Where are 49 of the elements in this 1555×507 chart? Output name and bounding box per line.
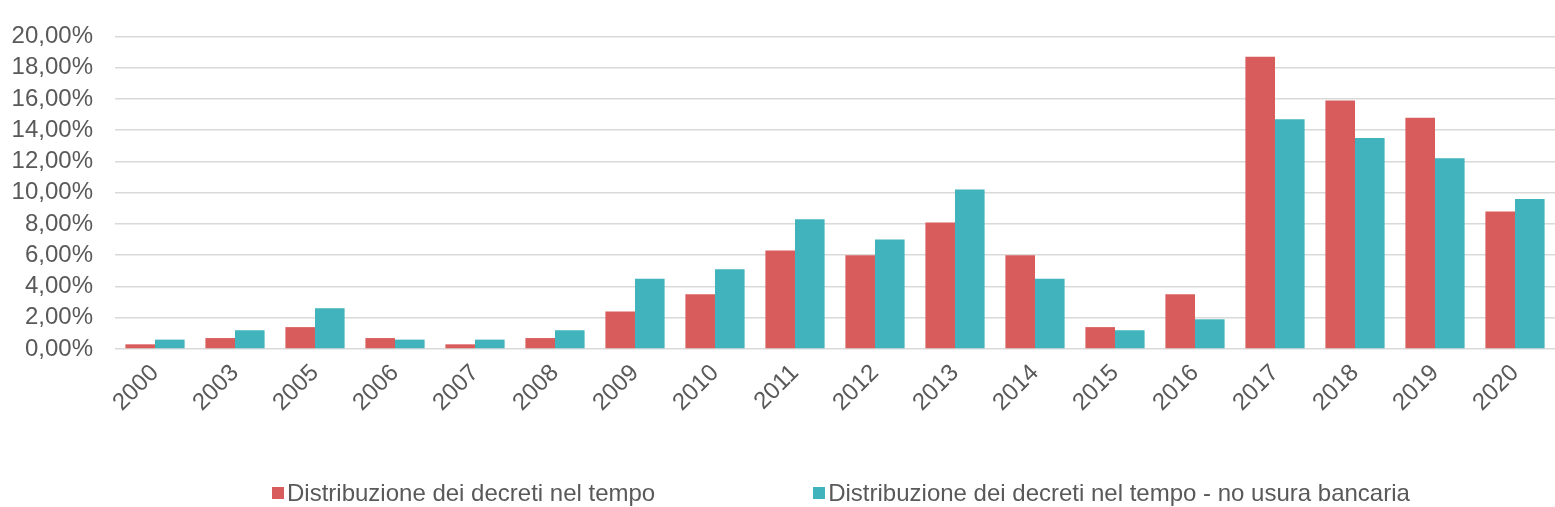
bar [1195,319,1225,349]
y-tick-label: 14,00% [11,114,93,142]
y-tick-label: 6,00% [24,239,93,267]
bar [155,339,185,349]
bar [1355,138,1385,349]
bar [445,344,475,349]
bar [1005,255,1035,349]
bar [715,269,745,349]
bar [315,308,345,349]
bar [525,338,555,349]
legend-label: Distribuzione dei decreti nel tempo - no usura bancaria [828,479,1410,507]
bar [765,250,795,349]
y-tick-label: 0,00% [24,333,93,361]
bar [605,311,635,349]
bar [1085,327,1115,349]
bar [955,189,985,349]
y-tick-label: 8,00% [24,208,93,236]
bar [1405,117,1435,349]
bar [1165,294,1195,349]
bar [205,338,235,349]
bar [1035,278,1065,349]
bar [285,327,315,349]
bar [1435,158,1465,349]
bar [125,344,155,349]
bar [235,330,265,349]
bar [685,294,715,349]
y-tick-label: 4,00% [24,271,93,299]
bar [925,222,955,349]
y-tick-label: 20,00% [11,21,93,49]
bar [1115,330,1145,349]
y-tick-label: 10,00% [11,177,93,205]
bar [875,239,905,349]
legend-label: Distribuzione dei decreti nel tempo [287,479,656,507]
bar [635,278,665,349]
y-tick-label: 18,00% [11,52,93,80]
bar [845,255,875,349]
bar [475,339,505,349]
bar [1485,211,1515,349]
bar [1515,198,1545,349]
bar [1325,100,1355,349]
y-tick-label: 2,00% [24,302,93,330]
y-tick-label: 16,00% [11,83,93,111]
y-tick-label: 12,00% [11,146,93,174]
bar [365,338,395,349]
bar [395,339,425,349]
bar [1275,119,1305,349]
bar [1245,56,1275,349]
bar [795,219,825,349]
bar [555,330,585,349]
